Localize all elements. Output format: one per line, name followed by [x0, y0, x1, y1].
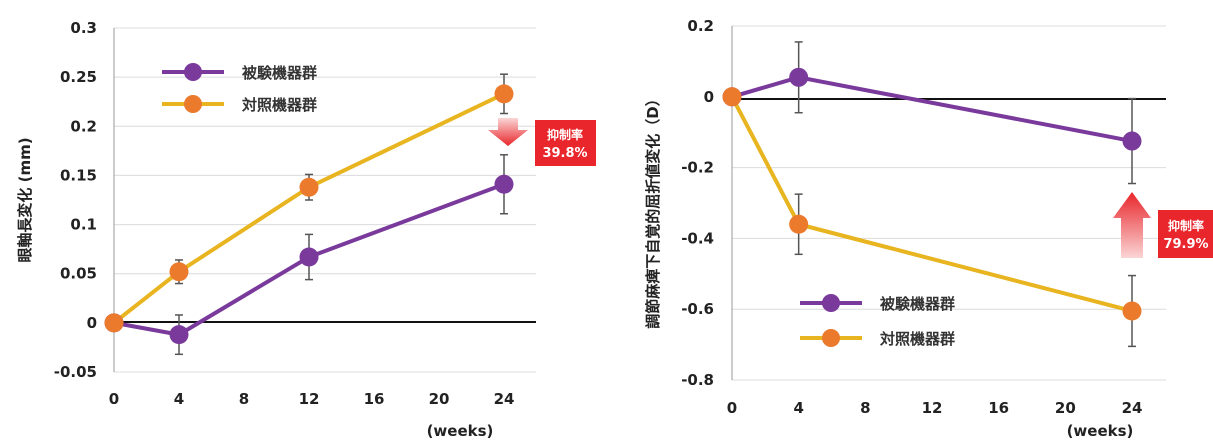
left-data-point-control: [299, 177, 319, 197]
left-x-tick-label: 20: [429, 390, 450, 408]
right-series: [722, 41, 1142, 348]
left-series-line-control: [112, 92, 505, 325]
left-series-line-test: [113, 182, 505, 337]
right-legend-marker-test: [822, 294, 840, 312]
left-x-tick-labels: 0 4 8 12 16 20 24: [109, 390, 515, 408]
left-legend-label-test: 被験機器群: [242, 64, 317, 82]
left-x-tick-label: 4: [174, 390, 184, 408]
right-legend-label-test: 被験機器群: [880, 295, 955, 313]
right-x-tick-labels: 0 4 8 12 16 20 24: [727, 399, 1143, 417]
right-x-tick-label: 20: [1055, 399, 1076, 417]
right-data-point-control: [1122, 301, 1142, 321]
left-y-tick-label: 0.3: [70, 19, 97, 37]
left-y-tick-label: 0.2: [70, 117, 97, 135]
left-y-tick-label: 0.05: [60, 265, 97, 283]
right-y-tick-label: -0.6: [681, 300, 714, 318]
left-y-axis-label: 眼軸長変化 (mm): [16, 137, 34, 262]
right-data-point-test: [789, 67, 809, 87]
left-data-point-control: [104, 313, 124, 333]
right-y-tick-label: -0.4: [681, 229, 714, 247]
left-y-tick-label: 0.25: [60, 68, 97, 86]
left-data-point-test: [169, 325, 189, 345]
right-legend-label-control: 対照機器群: [879, 330, 955, 348]
left-x-tick-label: 24: [494, 390, 515, 408]
left-chart: 0.30.250.20.150.10.050-0.05 0 4 8 12 16 20 24 …: [16, 19, 596, 440]
left-rate-badge: [535, 120, 596, 166]
left-gridlines: [114, 27, 536, 373]
left-legend-label-control: 対照機器群: [241, 96, 317, 114]
left-y-tick-label: 0: [87, 314, 97, 332]
left-suppression-annotation: 抑制率 39.8%: [488, 118, 596, 166]
right-x-tick-label: 24: [1122, 399, 1143, 417]
left-y-tick-label: -0.05: [54, 363, 97, 381]
right-x-axis-label: (weeks): [1067, 422, 1134, 440]
left-y-tick-label: 0.1: [70, 216, 97, 234]
right-y-tick-label: 0.2: [687, 17, 714, 35]
right-y-tick-label: -0.2: [681, 159, 714, 177]
right-y-tick-labels: 0.2 0 -0.2 -0.4 -0.6 -0.8: [681, 17, 714, 389]
right-y-tick-label: 0: [704, 88, 714, 106]
right-x-tick-label: 4: [793, 399, 803, 417]
right-x-tick-label: 0: [727, 399, 737, 417]
right-suppression-annotation: 抑制率 79.9%: [1113, 192, 1213, 258]
left-y-tick-label: 0.15: [60, 166, 97, 184]
right-rate-badge: [1158, 210, 1213, 258]
left-legend-marker-control: [184, 95, 202, 113]
left-data-point-test: [299, 247, 319, 267]
left-data-point-test: [494, 174, 514, 194]
left-series: [104, 73, 514, 356]
right-rate-badge-value: 79.9%: [1163, 237, 1208, 252]
left-x-axis-label: (weeks): [427, 422, 494, 440]
left-data-point-control: [494, 84, 514, 104]
right-data-point-test: [1122, 131, 1142, 151]
left-legend: 被験機器群 対照機器群: [162, 63, 317, 114]
right-x-tick-label: 8: [860, 399, 870, 417]
left-x-tick-label: 0: [109, 390, 119, 408]
left-rate-badge-title: 抑制率: [547, 127, 583, 142]
right-series-line-test: [731, 75, 1133, 144]
right-data-point-control: [722, 87, 742, 107]
left-legend-marker-test: [184, 63, 202, 81]
left-x-tick-label: 12: [299, 390, 320, 408]
right-y-axis-label: 調節麻痺下自覚的屈折値変化（D）: [644, 91, 662, 328]
right-x-tick-label: 12: [922, 399, 943, 417]
left-rate-badge-value: 39.8%: [542, 146, 587, 161]
right-legend: 被験機器群 対照機器群: [800, 294, 955, 348]
right-data-point-control: [789, 214, 809, 234]
right-gridlines: [732, 25, 1166, 381]
right-y-tick-label: -0.8: [681, 371, 714, 389]
left-down-arrow: [488, 118, 528, 146]
right-chart: 0.2 0 -0.2 -0.4 -0.6 -0.8 0 4 8 12 16 20 24 調節麻痺下自覚…: [644, 17, 1213, 440]
right-rate-badge-title: 抑制率: [1168, 218, 1204, 233]
right-x-tick-label: 16: [988, 399, 1009, 417]
left-x-tick-label: 16: [364, 390, 385, 408]
left-y-tick-labels: 0.3 0.25 0.2 0.15 0.1 0.05 0 -0.05: [54, 19, 97, 381]
left-data-point-control: [169, 262, 189, 282]
left-x-tick-label: 8: [239, 390, 249, 408]
right-legend-marker-control: [822, 329, 840, 347]
right-up-arrow: [1113, 192, 1151, 258]
